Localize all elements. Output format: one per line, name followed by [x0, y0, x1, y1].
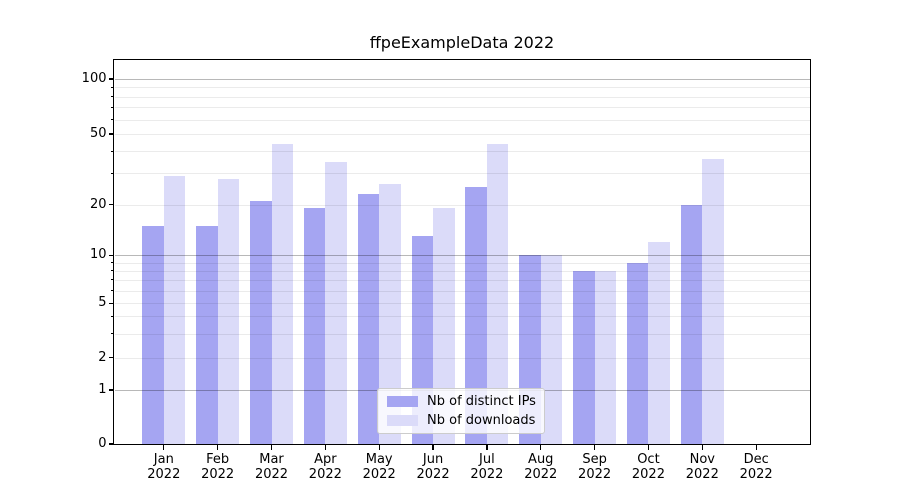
x-tick-label: Oct 2022: [631, 452, 665, 482]
x-tick-label: Nov 2022: [685, 452, 719, 482]
x-tick: [432, 445, 434, 450]
x-tick-label: Feb 2022: [201, 452, 235, 482]
y-tick-label: 20: [89, 196, 107, 212]
y-minor-tick: [111, 150, 114, 152]
bar-downloads: [540, 255, 563, 444]
bar-distinct-ips: [680, 204, 703, 444]
bar-downloads: [648, 241, 670, 444]
legend: Nb of distinct IPs Nb of downloads: [377, 388, 545, 434]
bar-downloads: [325, 161, 347, 444]
y-minor-tick: [111, 333, 114, 335]
legend-row: Nb of downloads: [387, 413, 536, 429]
y-tick-label: 50: [89, 126, 107, 141]
minor-gridline: [114, 303, 810, 305]
bar-downloads: [702, 159, 724, 444]
major-gridline: [114, 255, 810, 257]
bar-distinct-ips: [142, 225, 164, 444]
bar-downloads: [433, 208, 455, 444]
y-tick: [108, 78, 114, 80]
x-tick: [378, 445, 380, 450]
bar-downloads: [486, 143, 509, 444]
x-tick: [270, 445, 273, 450]
y-tick-label: 100: [81, 71, 107, 86]
y-tick: [108, 443, 114, 445]
bar-distinct-ips: [250, 200, 272, 444]
bar-distinct-ips: [573, 270, 595, 444]
minor-gridline: [114, 279, 810, 281]
minor-gridline: [114, 134, 810, 135]
legend-label: Nb of downloads: [427, 413, 536, 428]
chart-title: ffpeExampleData 2022: [369, 33, 555, 52]
legend-row: Nb of distinct IPs: [387, 394, 536, 410]
y-tick: [108, 133, 114, 135]
x-tick-label: Dec 2022: [739, 452, 773, 482]
y-minor-tick: [111, 106, 114, 108]
y-minor-tick: [111, 172, 114, 174]
x-tick: [324, 445, 326, 450]
y-tick-label: 0: [98, 436, 107, 451]
y-minor-tick: [111, 270, 114, 272]
minor-gridline: [114, 87, 810, 89]
x-tick-label: Sep 2022: [578, 452, 612, 482]
major-gridline: [114, 79, 810, 80]
y-tick: [108, 356, 114, 359]
minor-gridline: [114, 262, 810, 264]
bar-downloads: [594, 270, 617, 444]
legend-swatch: [387, 415, 418, 426]
bar-distinct-ips: [626, 262, 649, 444]
y-tick: [108, 389, 114, 391]
x-tick: [540, 445, 542, 450]
bar-downloads: [163, 176, 186, 444]
y-minor-tick: [111, 315, 114, 317]
x-tick: [701, 445, 703, 450]
x-tick: [486, 445, 488, 450]
x-tick-label: May 2022: [362, 452, 396, 482]
bar-distinct-ips: [465, 187, 487, 444]
minor-gridline: [114, 204, 810, 206]
bar-distinct-ips: [196, 225, 218, 444]
y-minor-tick: [111, 290, 114, 292]
minor-gridline: [114, 173, 810, 175]
y-tick-label: 10: [89, 247, 107, 263]
minor-gridline: [114, 107, 810, 109]
minor-gridline: [114, 290, 810, 292]
y-tick: [108, 254, 114, 256]
x-tick-label: Aug 2022: [524, 452, 558, 482]
y-tick-label: 2: [98, 349, 107, 365]
minor-gridline: [114, 333, 810, 335]
y-tick: [108, 204, 114, 206]
x-tick-label: Apr 2022: [308, 452, 342, 482]
legend-swatch: [387, 396, 418, 407]
minor-gridline: [114, 119, 810, 121]
x-tick: [217, 445, 219, 450]
x-tick-label: Jan 2022: [147, 452, 181, 482]
minor-gridline: [114, 357, 810, 359]
y-minor-tick: [111, 279, 114, 281]
legend-label: Nb of distinct IPs: [427, 394, 536, 409]
y-minor-tick: [111, 96, 114, 98]
y-minor-tick: [111, 86, 114, 88]
minor-gridline: [114, 96, 810, 98]
bar-downloads: [379, 184, 401, 444]
minor-gridline: [114, 316, 810, 318]
bar-downloads: [217, 178, 240, 444]
y-tick-label: 1: [98, 382, 107, 397]
bar-downloads: [271, 143, 293, 444]
minor-gridline: [114, 270, 810, 272]
x-tick: [647, 445, 650, 450]
bar-distinct-ips: [303, 208, 326, 444]
x-tick: [755, 445, 757, 450]
x-tick-label: Mar 2022: [254, 452, 289, 482]
x-tick-label: Jul 2022: [470, 452, 504, 482]
x-tick-label: Jun 2022: [416, 452, 450, 482]
y-minor-tick: [111, 119, 114, 121]
y-minor-tick: [111, 262, 114, 264]
y-tick: [108, 302, 114, 304]
bar-distinct-ips: [357, 193, 380, 444]
x-tick: [163, 445, 165, 450]
y-tick-label: 5: [98, 295, 107, 311]
x-tick: [593, 445, 596, 450]
minor-gridline: [114, 151, 810, 153]
